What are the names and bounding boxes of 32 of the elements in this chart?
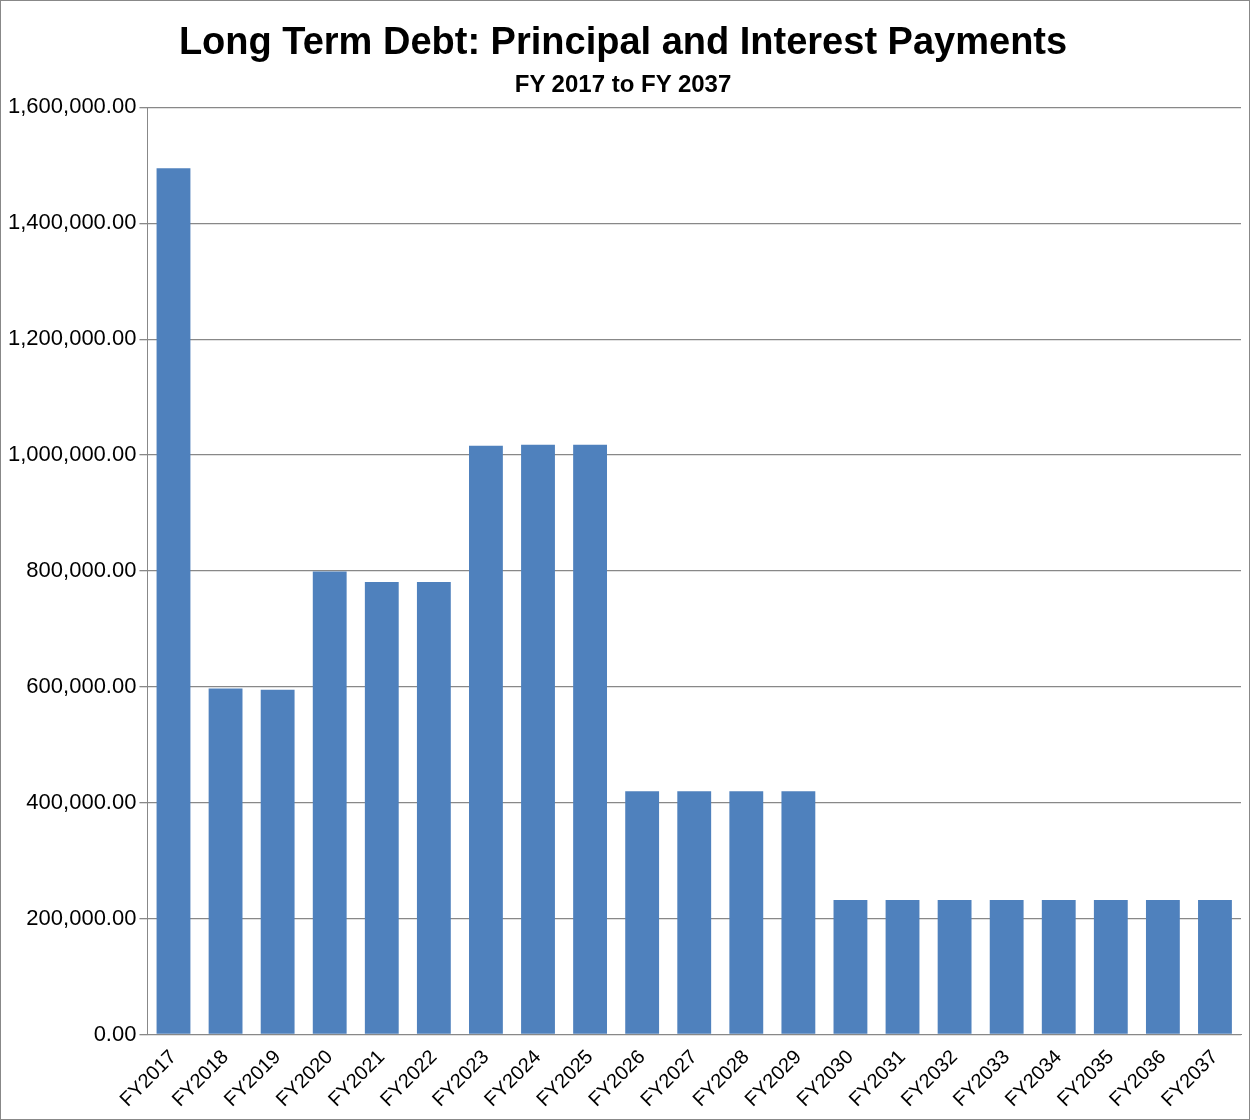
bar: [521, 444, 555, 1034]
bar: [469, 445, 503, 1034]
y-tick-label: 200,000.00: [26, 904, 137, 930]
y-tick-label: 1,200,000.00: [7, 325, 137, 351]
bar: [156, 168, 191, 1034]
bar: [625, 791, 660, 1034]
bar: [416, 581, 451, 1034]
y-tick-label: 800,000.00: [26, 557, 137, 583]
bar: [573, 444, 607, 1034]
bar: [1041, 900, 1076, 1034]
bar: [833, 900, 868, 1034]
bar: [208, 688, 243, 1034]
y-tick-label: 1,000,000.00: [7, 441, 137, 467]
bar: [937, 900, 972, 1034]
bar: [677, 791, 712, 1034]
chart-title: Long Term Debt: Principal and Interest Payments: [178, 20, 1068, 63]
bar: [989, 900, 1024, 1034]
y-tick-label: 1,600,000.00: [7, 93, 137, 119]
bar: [781, 791, 816, 1034]
bar: [260, 689, 295, 1034]
bar: [1198, 900, 1232, 1034]
bar: [885, 900, 920, 1034]
bar: [1093, 900, 1128, 1034]
y-tick-label: 1,400,000.00: [7, 209, 137, 235]
y-tick-label: 0.00: [93, 1020, 137, 1046]
y-tick-label: 600,000.00: [26, 672, 137, 698]
bar: [364, 581, 399, 1034]
bar: [1145, 900, 1180, 1034]
bar: [312, 571, 347, 1034]
chart-subtitle: FY 2017 to FY 2037: [514, 69, 732, 97]
bar: [729, 791, 764, 1034]
y-tick-label: 400,000.00: [26, 788, 137, 814]
